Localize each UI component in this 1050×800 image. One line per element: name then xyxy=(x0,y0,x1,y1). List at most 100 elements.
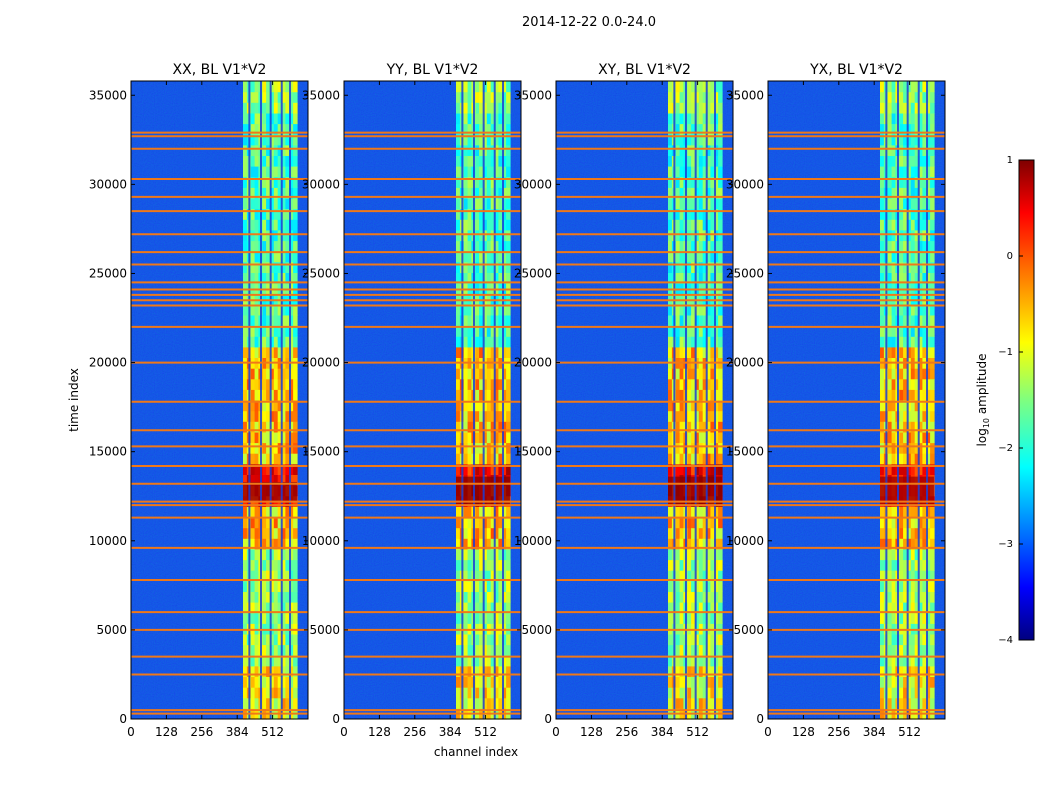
heatmap-cell xyxy=(910,314,916,327)
heatmap-cell xyxy=(479,591,484,603)
y-tick-label: 20000 xyxy=(302,356,340,370)
heatmap-cell xyxy=(502,219,507,231)
heatmap-cell xyxy=(486,580,492,592)
heatmap-cell xyxy=(293,144,298,156)
heatmap-cell xyxy=(281,272,286,284)
y-tick-label: 15000 xyxy=(726,445,764,459)
heatmap-cell xyxy=(281,229,286,242)
heatmap-cell xyxy=(281,687,286,699)
heatmap-cell xyxy=(887,314,893,327)
heatmap-cell xyxy=(675,91,681,103)
heatmap-cell xyxy=(494,431,499,444)
x-tick-label: 512 xyxy=(898,725,921,739)
heatmap-cell xyxy=(270,506,275,518)
heatmap-cell xyxy=(463,548,469,561)
heatmap-cell xyxy=(910,389,916,401)
heatmap-cell xyxy=(926,463,931,475)
heatmap-cell xyxy=(281,506,286,518)
heatmap-cell xyxy=(668,389,673,401)
heatmap-cell xyxy=(907,134,912,146)
heatmap-cell xyxy=(490,506,496,518)
heatmap-cell xyxy=(293,208,298,220)
heatmap-cell xyxy=(930,538,935,550)
heatmap-cell xyxy=(698,400,704,412)
heatmap-cell xyxy=(887,591,893,603)
heatmap-cell xyxy=(698,676,704,688)
heatmap-cell xyxy=(490,527,496,539)
heatmap-cell xyxy=(899,134,904,146)
heatmap-cell xyxy=(679,389,685,401)
heatmap-cell xyxy=(887,389,893,401)
heatmap-cell xyxy=(490,134,496,146)
heatmap-cell xyxy=(486,314,492,327)
heatmap-cell xyxy=(891,389,897,401)
heatmap-cell xyxy=(250,346,256,358)
heatmap-cell xyxy=(880,187,885,199)
heatmap-cell xyxy=(250,602,256,614)
heatmap-cell xyxy=(675,325,681,337)
heatmap-cell xyxy=(467,144,473,156)
heatmap-cell xyxy=(710,612,715,624)
heatmap-cell xyxy=(490,655,496,667)
heatmap-cell xyxy=(289,591,294,603)
heatmap-cell xyxy=(714,123,719,135)
heatmap-cell xyxy=(243,240,248,252)
heatmap-cell xyxy=(706,602,711,614)
heatmap-cell xyxy=(502,112,507,125)
heatmap-cell xyxy=(698,134,704,146)
heatmap-cell xyxy=(498,517,503,529)
heatmap-cell xyxy=(907,665,912,677)
heatmap-cell xyxy=(903,314,908,327)
heatmap-cell xyxy=(710,453,715,465)
heatmap-cell xyxy=(250,389,256,401)
heatmap-cell xyxy=(926,261,931,273)
heatmap-cell xyxy=(277,421,283,433)
heatmap-cell xyxy=(914,665,920,677)
heatmap-cell xyxy=(695,400,700,412)
heatmap-cell xyxy=(907,314,912,327)
heatmap-cell xyxy=(918,697,923,709)
heatmap-cell xyxy=(675,336,681,348)
heatmap-cell xyxy=(262,644,267,656)
heatmap-cell xyxy=(281,570,286,582)
heatmap-cell xyxy=(273,506,279,518)
heatmap-cell xyxy=(695,506,700,518)
heatmap-cell xyxy=(490,91,496,103)
heatmap-cell xyxy=(702,400,708,412)
heatmap-cell xyxy=(467,229,473,242)
heatmap-cell xyxy=(467,272,473,284)
heatmap-cell xyxy=(502,655,507,667)
heatmap-cell xyxy=(675,144,681,156)
heatmap-cell xyxy=(930,314,935,327)
heatmap-cell xyxy=(880,261,885,273)
heatmap-cell xyxy=(907,655,912,667)
heatmap-cell xyxy=(702,208,708,220)
heatmap-cell xyxy=(706,166,711,178)
heatmap-cell xyxy=(456,134,461,146)
heatmap-cell xyxy=(887,325,893,337)
heatmap-cell xyxy=(668,400,673,412)
heatmap-cell xyxy=(914,229,920,242)
heatmap-cell xyxy=(903,176,908,188)
heatmap-cell xyxy=(502,187,507,199)
heatmap-cell xyxy=(277,580,283,592)
heatmap-cell xyxy=(926,240,931,252)
heatmap-cell xyxy=(695,559,700,571)
heatmap-cell xyxy=(675,687,681,699)
heatmap-cell xyxy=(479,251,484,263)
heatmap-cell xyxy=(467,548,473,561)
heatmap-cell xyxy=(270,442,275,454)
heatmap-cell xyxy=(262,453,267,465)
heatmap-cell xyxy=(483,612,488,624)
heatmap-cell xyxy=(281,676,286,688)
heatmap-cell xyxy=(718,463,723,475)
heatmap-cell xyxy=(702,602,708,614)
heatmap-cell xyxy=(695,389,700,401)
heatmap-cell xyxy=(891,697,897,709)
heatmap-cell xyxy=(691,591,696,603)
heatmap-cell xyxy=(706,421,711,433)
heatmap-cell xyxy=(903,389,908,401)
heatmap-cell xyxy=(273,570,279,582)
heatmap-cell xyxy=(475,144,480,156)
heatmap-cell xyxy=(498,633,503,646)
